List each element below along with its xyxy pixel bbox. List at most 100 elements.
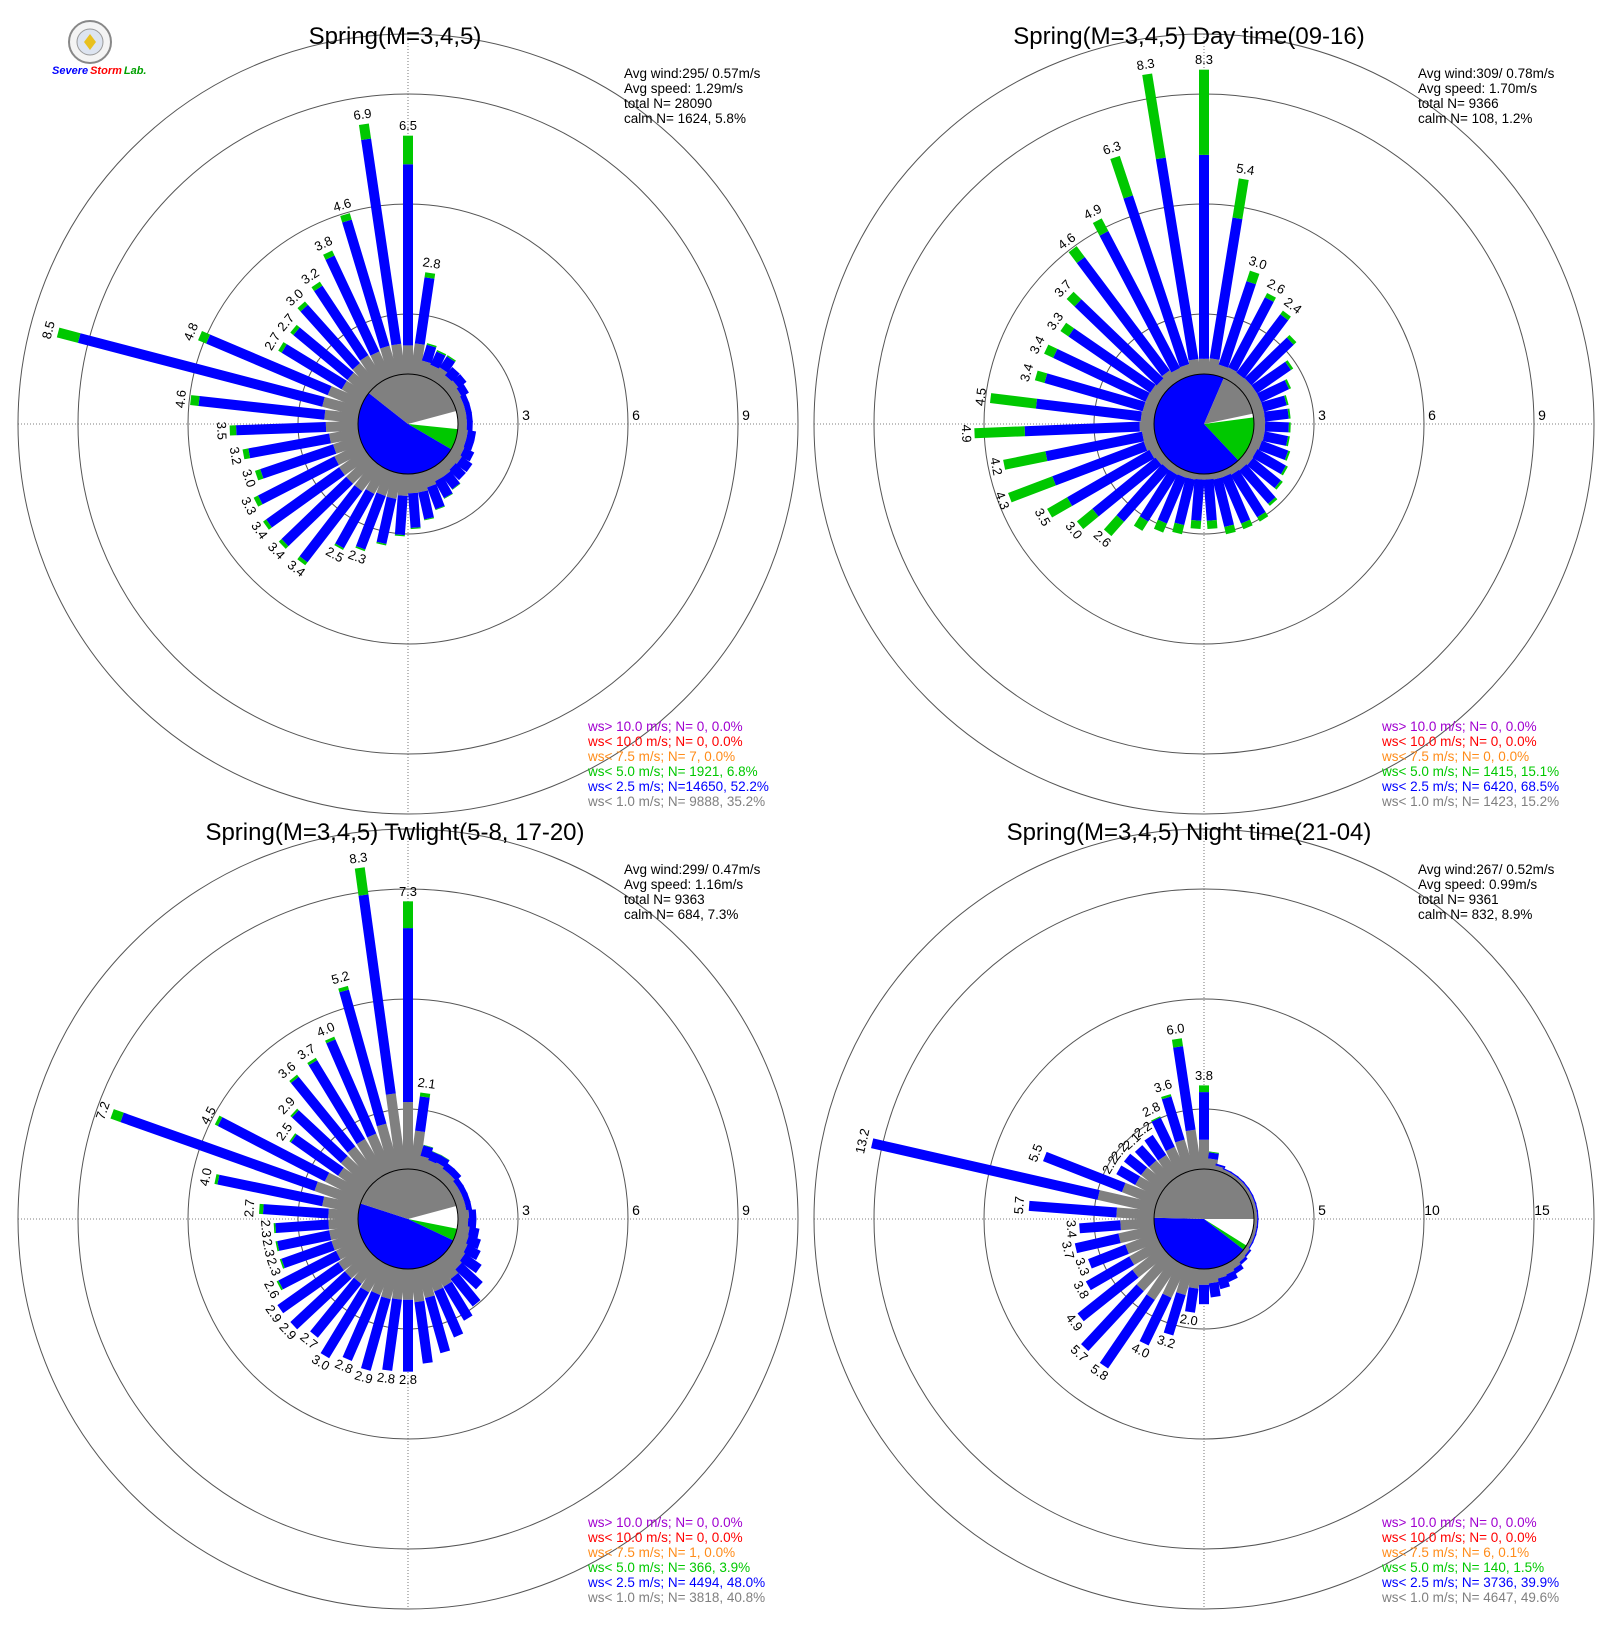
bar-segment-lt-5 (290, 1108, 299, 1118)
bar-segment-lt-2-5 (1052, 441, 1148, 486)
pie-slice-lt-2-5 (1154, 374, 1239, 475)
legend-entry: ws> 10.0 m/s; N= 0, 0.0% (1381, 1515, 1537, 1530)
logo-wordmark: Severe Storm Lab. (52, 65, 147, 77)
sector-bar-28 (1003, 429, 1157, 470)
pie-slice-lt-1 (1204, 378, 1253, 424)
bar-segment-lt-2-5 (1024, 421, 1140, 437)
sector-bar-34 (1042, 1151, 1160, 1206)
legend-value: 3818, 40.8% (686, 1590, 766, 1605)
bar-segment-lt-2-5 (394, 495, 408, 536)
bar-segment-lt-2-5 (463, 438, 475, 451)
bar-segment-lt-1 (406, 473, 419, 494)
bar-segment-lt-5 (1003, 451, 1048, 470)
sector-bar-20 (1206, 1267, 1221, 1298)
bar-value-label: 4.9 (959, 424, 975, 443)
sector-bar-25 (1099, 1257, 1180, 1369)
bar-segment-lt-2-5 (468, 1209, 477, 1220)
bar-segment-lt-1 (339, 449, 371, 476)
bar-segment-lt-1 (360, 1259, 387, 1293)
bar-segment-lt-1 (1203, 473, 1214, 480)
legend-entry: ws< 7.5 m/s; N= 7, 0.0% (587, 749, 735, 764)
bar-segment-lt-1 (385, 1093, 407, 1171)
bar-segment-lt-2-5 (449, 1168, 462, 1182)
stats-line: total N= 9363 (624, 892, 705, 907)
bar-segment-lt-2-5 (1174, 477, 1196, 526)
sector-bar-18 (1211, 471, 1236, 535)
sector-bar-39 (289, 1133, 371, 1195)
sector-bar-44 (338, 985, 400, 1173)
bar-segment-lt-5 (307, 1057, 318, 1066)
legend-value: 0, 0.0% (1487, 1530, 1537, 1545)
bar-segment-lt-5 (338, 985, 349, 993)
logo-seal-emblem (84, 34, 96, 50)
bar-segment-lt-2-5 (1116, 463, 1170, 522)
sector-bar-30 (989, 393, 1155, 423)
bar-segment-lt-1 (354, 460, 382, 492)
bar-value-label: 3.3 (1072, 1256, 1093, 1278)
legend-entry: ws< 1.0 m/s; N= 4647, 49.6% (1381, 1590, 1559, 1605)
bar-segment-lt-1 (376, 1123, 400, 1173)
stats-line: Avg speed: 1.70m/s (1418, 81, 1537, 96)
bar-segment-lt-2-5 (1116, 1165, 1141, 1186)
sector-bar-25 (334, 465, 388, 550)
bar-segment-lt-5 (1285, 360, 1294, 371)
bar-segment-lt-5 (452, 483, 461, 490)
bar-segment-lt-2-5 (463, 1244, 481, 1260)
bar-segment-lt-2-5 (278, 1250, 341, 1290)
bar-segment-lt-2-5 (300, 304, 361, 370)
bar-segment-lt-2-5 (310, 1277, 362, 1338)
bar-segment-lt-5 (278, 342, 287, 353)
bar-segment-lt-2-5 (1068, 328, 1156, 393)
bar-segment-lt-2-5 (1244, 337, 1294, 386)
bar-segment-lt-2-5 (290, 1271, 352, 1330)
bar-segment-lt-2-5 (1044, 373, 1146, 412)
bar-segment-lt-2-5 (1157, 474, 1187, 524)
bar-value-label: 2.6 (1265, 276, 1288, 298)
bar-segment-lt-5 (419, 1092, 431, 1098)
sector-bar-42 (358, 123, 406, 376)
pie-slice-lt-1 (1154, 1168, 1254, 1219)
sector-bar-19 (421, 468, 445, 511)
ring-label-3: 15 (1534, 1202, 1550, 1218)
bar-segment-lt-2-5 (1134, 1145, 1157, 1168)
bar-segment-lt-1 (365, 465, 388, 495)
sector-bar-37 (110, 1109, 363, 1207)
bar-segment-lt-2-5 (466, 421, 473, 432)
bar-segment-lt-5 (1264, 292, 1276, 302)
bar-segment-lt-5 (426, 343, 437, 348)
legend-label: ws> 10.0 m/s; N= (587, 719, 693, 734)
bar-segment-lt-2-5 (1144, 1134, 1167, 1161)
sector-bar-28 (1085, 1239, 1164, 1291)
bar-value-label: 4.6 (172, 389, 189, 409)
bar-segment-lt-1 (386, 471, 403, 499)
bar-segment-lt-1 (1136, 1252, 1174, 1292)
bar-segment-lt-1 (457, 412, 467, 424)
bar-segment-lt-2-5 (1199, 154, 1209, 359)
bar-value-label: 7.2 (93, 1099, 113, 1121)
sector-bar-8 (1250, 395, 1289, 415)
bar-segment-lt-5 (1076, 508, 1099, 530)
pie-slice-lt-2-5 (358, 393, 452, 474)
bar-segment-lt-2-5 (430, 351, 446, 369)
ring-label-1: 3 (1318, 407, 1326, 423)
bar-value-label: 2.7 (241, 1199, 257, 1218)
bar-segment-lt-5 (1008, 476, 1056, 503)
bar-segment-lt-2-5 (1074, 299, 1164, 386)
bar-segment-lt-2-5 (424, 1295, 451, 1354)
bar-segment-lt-2-5 (335, 489, 375, 549)
panel-title: Spring(M=3,4,5) Night time(21-04) (1007, 819, 1372, 846)
stats-line: calm N= 108, 1.2% (1418, 111, 1532, 126)
bar-segment-lt-1 (334, 442, 366, 466)
bar-segment-lt-5 (1274, 480, 1283, 490)
sector-bar-42 (307, 1057, 387, 1179)
legend-value: 0, 0.0% (693, 734, 743, 749)
bar-segment-lt-2-5 (1155, 157, 1199, 361)
bar-segment-lt-5 (198, 331, 211, 344)
bar-segment-lt-2-5 (1264, 421, 1289, 433)
sector-bar-26 (1081, 1252, 1174, 1351)
sector-bar-23 (376, 471, 403, 546)
bar-segment-lt-2-5 (206, 334, 332, 396)
bar-segment-lt-2-5 (277, 1230, 332, 1251)
sector-bar-0 (403, 901, 413, 1169)
bar-segment-lt-5 (1199, 69, 1209, 155)
